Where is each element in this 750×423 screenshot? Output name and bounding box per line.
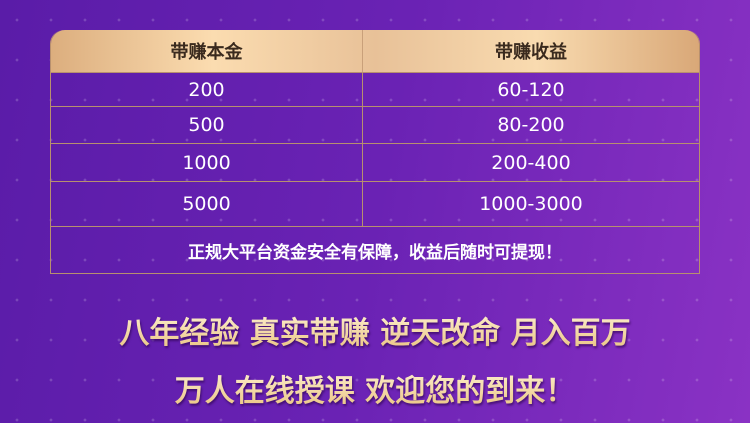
cell-earnings: 80-200	[497, 114, 565, 136]
cell-principal: 5000	[51, 182, 363, 226]
cell-principal: 200	[51, 73, 363, 106]
earnings-table: 带赚本金 带赚收益 200 60-120 500 80-200 1000 200-40…	[50, 30, 700, 274]
header-earnings: 带赚收益	[495, 42, 567, 63]
slogan-line-1: 八年经验 真实带赚 逆天改命 月入百万	[0, 308, 750, 352]
cell-principal: 500	[51, 107, 363, 143]
table-note: 正规大平台资金安全有保障，收益后随时可提现！	[51, 226, 699, 273]
cell-earnings: 60-120	[497, 78, 565, 101]
cell-principal: 1000	[51, 144, 363, 181]
table-row: 1000 200-400	[51, 143, 699, 181]
slogan-line-2: 万人在线授课 欢迎您的到来！	[0, 366, 750, 410]
table-row: 5000 1000-3000	[51, 181, 699, 226]
cell-earnings: 1000-3000	[479, 193, 583, 215]
table-row: 200 60-120	[51, 72, 699, 106]
table-header: 带赚本金 带赚收益	[51, 30, 699, 72]
table-row: 500 80-200	[51, 106, 699, 143]
header-principal: 带赚本金	[51, 30, 363, 72]
cell-earnings: 200-400	[491, 151, 571, 174]
